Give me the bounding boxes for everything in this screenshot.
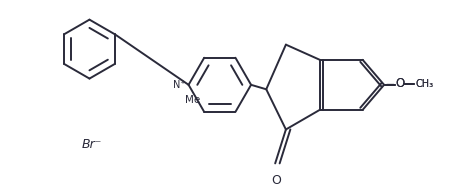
Text: O: O: [396, 77, 405, 90]
Text: N⁺: N⁺: [173, 80, 186, 90]
Text: CH₃: CH₃: [415, 79, 433, 89]
Text: O: O: [271, 174, 281, 186]
Text: CH₃: CH₃: [415, 79, 433, 89]
Text: Br⁻: Br⁻: [82, 138, 102, 151]
Text: O: O: [396, 77, 405, 90]
Text: Me: Me: [185, 95, 201, 105]
